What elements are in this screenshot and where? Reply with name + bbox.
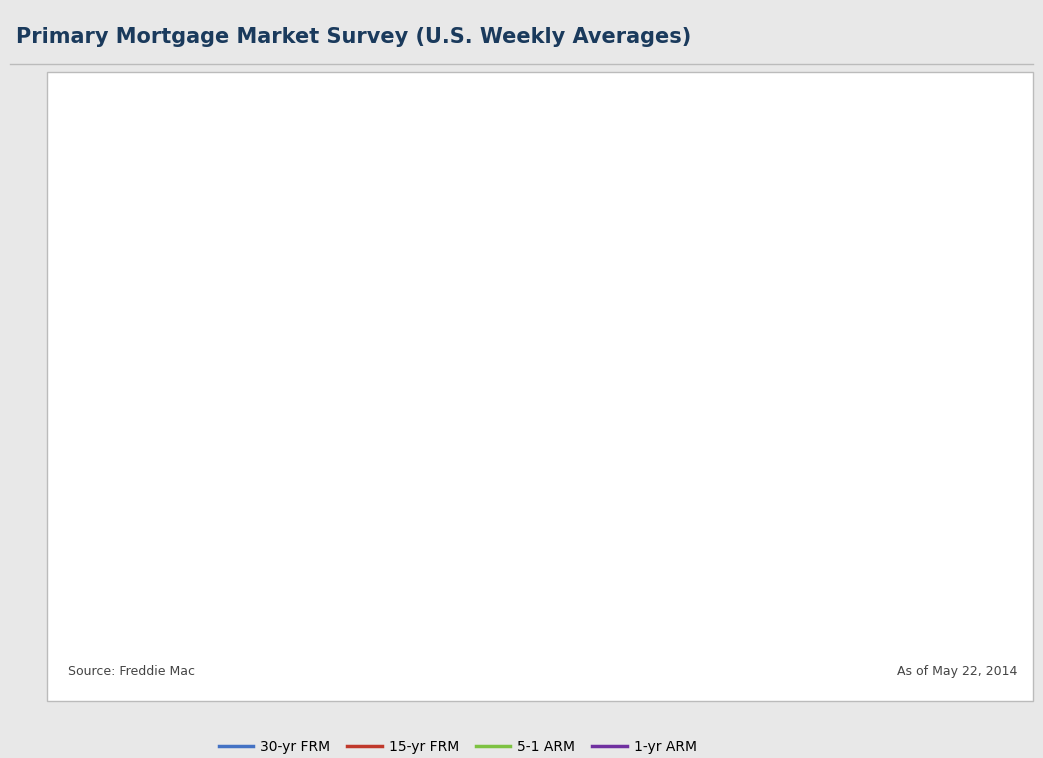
Text: 3.25%: 3.25% <box>893 412 932 424</box>
Text: 2.43%: 2.43% <box>893 553 932 566</box>
Text: Primary Mortgage Market Survey (U.S. Weekly Averages): Primary Mortgage Market Survey (U.S. Wee… <box>16 27 690 46</box>
Text: 4.14%: 4.14% <box>893 257 932 271</box>
Text: As of May 22, 2014: As of May 22, 2014 <box>897 666 1017 678</box>
Legend: 30-yr FRM, 15-yr FRM, 5-1 ARM, 1-yr ARM: 30-yr FRM, 15-yr FRM, 5-1 ARM, 1-yr ARM <box>213 735 702 758</box>
Text: (Percent): (Percent) <box>79 105 137 118</box>
Text: Source: Freddie Mac: Source: Freddie Mac <box>68 666 195 678</box>
Text: 2.96%: 2.96% <box>893 462 932 475</box>
